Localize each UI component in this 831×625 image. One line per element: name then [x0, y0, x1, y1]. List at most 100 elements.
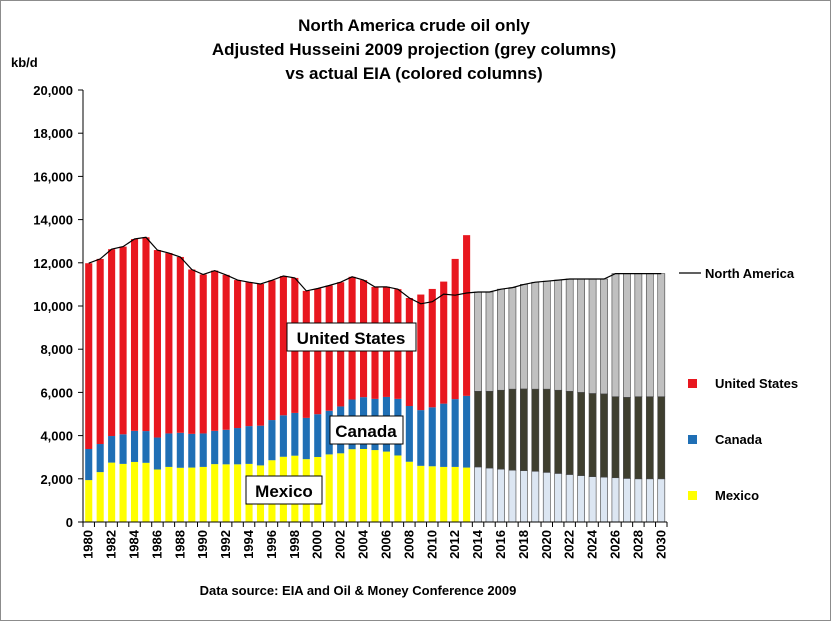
north-america-line [88, 236, 662, 305]
projection-bar-united-states-2024 [588, 278, 597, 394]
bar-united-states-2011 [440, 281, 448, 404]
y-tick-label: 10,000 [33, 299, 73, 314]
y-tick-label: 4,000 [40, 429, 73, 444]
bar-canada-1987 [165, 433, 173, 467]
projection-bar-united-states-2016 [497, 288, 505, 391]
bar-canada-1996 [268, 420, 276, 461]
x-tick-label: 1998 [287, 530, 302, 559]
projection-bar-mexico-2014 [474, 466, 482, 523]
bar-mexico-2009 [417, 465, 425, 522]
bar-canada-2012 [451, 399, 459, 467]
bar-united-states-1987 [165, 253, 173, 434]
bar-canada-2009 [417, 410, 425, 466]
x-tick-label: 1984 [127, 529, 142, 559]
projection-bar-mexico-2027 [623, 478, 631, 523]
bar-canada-1991 [211, 430, 219, 465]
projection-bar-mexico-2018 [520, 470, 528, 523]
projection-bar-mexico-2017 [508, 469, 517, 523]
bar-mexico-1992 [222, 464, 230, 522]
projection-bar-canada-2025 [600, 393, 608, 478]
bar-canada-2008 [405, 406, 413, 462]
projection-bar-united-states-2023 [577, 278, 585, 393]
country-annotation-canada: Canada [329, 415, 404, 445]
projection-bar-canada-2024 [588, 393, 597, 477]
projection-bar-canada-2017 [508, 388, 517, 471]
bar-mexico-1988 [176, 467, 184, 522]
x-tick-label: 2022 [562, 530, 577, 559]
legend-mexico-swatch [688, 491, 697, 500]
projection-bar-mexico-2015 [485, 467, 494, 523]
x-tick-label: 2016 [493, 530, 508, 559]
bar-united-states-2008 [405, 298, 413, 407]
projection-bar-united-states-2021 [554, 279, 563, 391]
mexico-label: Mexico [255, 482, 313, 501]
x-tick-label: 2028 [630, 530, 645, 559]
country-annotation-mexico: Mexico [245, 475, 323, 505]
bar-canada-2000 [314, 414, 322, 457]
bar-united-states-2013 [463, 235, 471, 396]
bar-united-states-2009 [417, 294, 425, 411]
projection-bar-mexico-2025 [600, 476, 608, 523]
bar-united-states-1994 [245, 282, 253, 427]
x-tick-label: 1988 [172, 530, 187, 559]
projection-bar-canada-2022 [565, 391, 574, 475]
bar-canada-2013 [463, 395, 471, 468]
bar-canada-1981 [96, 444, 104, 473]
bar-canada-1985 [142, 431, 150, 463]
projection-bar-mexico-2021 [554, 473, 563, 523]
united-states-label: United States [297, 329, 406, 348]
x-tick-label: 2000 [310, 530, 325, 559]
legend-united-states-swatch [688, 379, 697, 388]
bar-canada-1986 [153, 437, 161, 470]
bar-mexico-1987 [165, 466, 173, 522]
bar-mexico-2007 [394, 455, 402, 522]
x-tick-label: 2002 [333, 530, 348, 559]
x-tick-label: 1990 [195, 530, 210, 559]
projection-bar-canada-2028 [634, 396, 643, 480]
bar-mexico-1991 [211, 464, 219, 522]
bar-united-states-1995 [256, 283, 265, 426]
legend-north-america-label: North America [705, 266, 795, 281]
projection-bar-canada-2014 [474, 391, 482, 468]
bar-canada-1990 [199, 433, 207, 467]
bar-canada-1998 [291, 412, 299, 456]
legend: North America United States Canada Mexic… [679, 266, 798, 503]
bar-united-states-2012 [451, 258, 459, 400]
x-tick-label: 2018 [516, 530, 531, 559]
bar-canada-1992 [222, 429, 230, 465]
x-tick-label: 2008 [401, 530, 416, 559]
legend-united-states-label: United States [715, 376, 798, 391]
mexico-label-box [245, 475, 323, 505]
bar-mexico-2010 [428, 466, 436, 522]
bar-canada-2001 [325, 410, 333, 455]
chart-title-line-3: vs actual EIA (colored columns) [285, 64, 542, 83]
legend-mexico-label: Mexico [715, 488, 759, 503]
y-tick-label: 16,000 [33, 169, 73, 184]
legend-canada-swatch [688, 435, 697, 444]
projection-bar-canada-2020 [542, 388, 551, 473]
bar-mexico-2003 [348, 449, 356, 522]
projection-bar-mexico-2019 [531, 470, 540, 523]
bar-united-states-1993 [234, 280, 242, 429]
bar-united-states-1982 [108, 249, 116, 437]
bar-mexico-1980 [85, 480, 93, 522]
projection-bar-canada-2027 [623, 397, 631, 479]
bar-mexico-1989 [188, 467, 196, 522]
x-tick-label: 2006 [378, 530, 393, 559]
projection-bar-mexico-2028 [634, 478, 643, 523]
north-america-line-group [88, 236, 662, 305]
bar-canada-2010 [428, 407, 436, 467]
bar-united-states-1989 [188, 269, 196, 434]
y-axis-unit-label: kb/d [11, 55, 38, 70]
projection-bar-canada-2021 [554, 389, 563, 474]
bar-canada-1988 [176, 432, 184, 468]
x-tick-label: 1996 [264, 530, 279, 559]
bar-united-states-1986 [153, 250, 161, 438]
y-tick-label: 8,000 [40, 342, 73, 357]
projection-bar-united-states-2030 [657, 273, 666, 398]
bar-united-states-1981 [96, 258, 104, 445]
x-tick-label: 1992 [218, 530, 233, 559]
bar-united-states-2010 [428, 288, 436, 408]
bar-united-states-1980 [85, 263, 93, 449]
